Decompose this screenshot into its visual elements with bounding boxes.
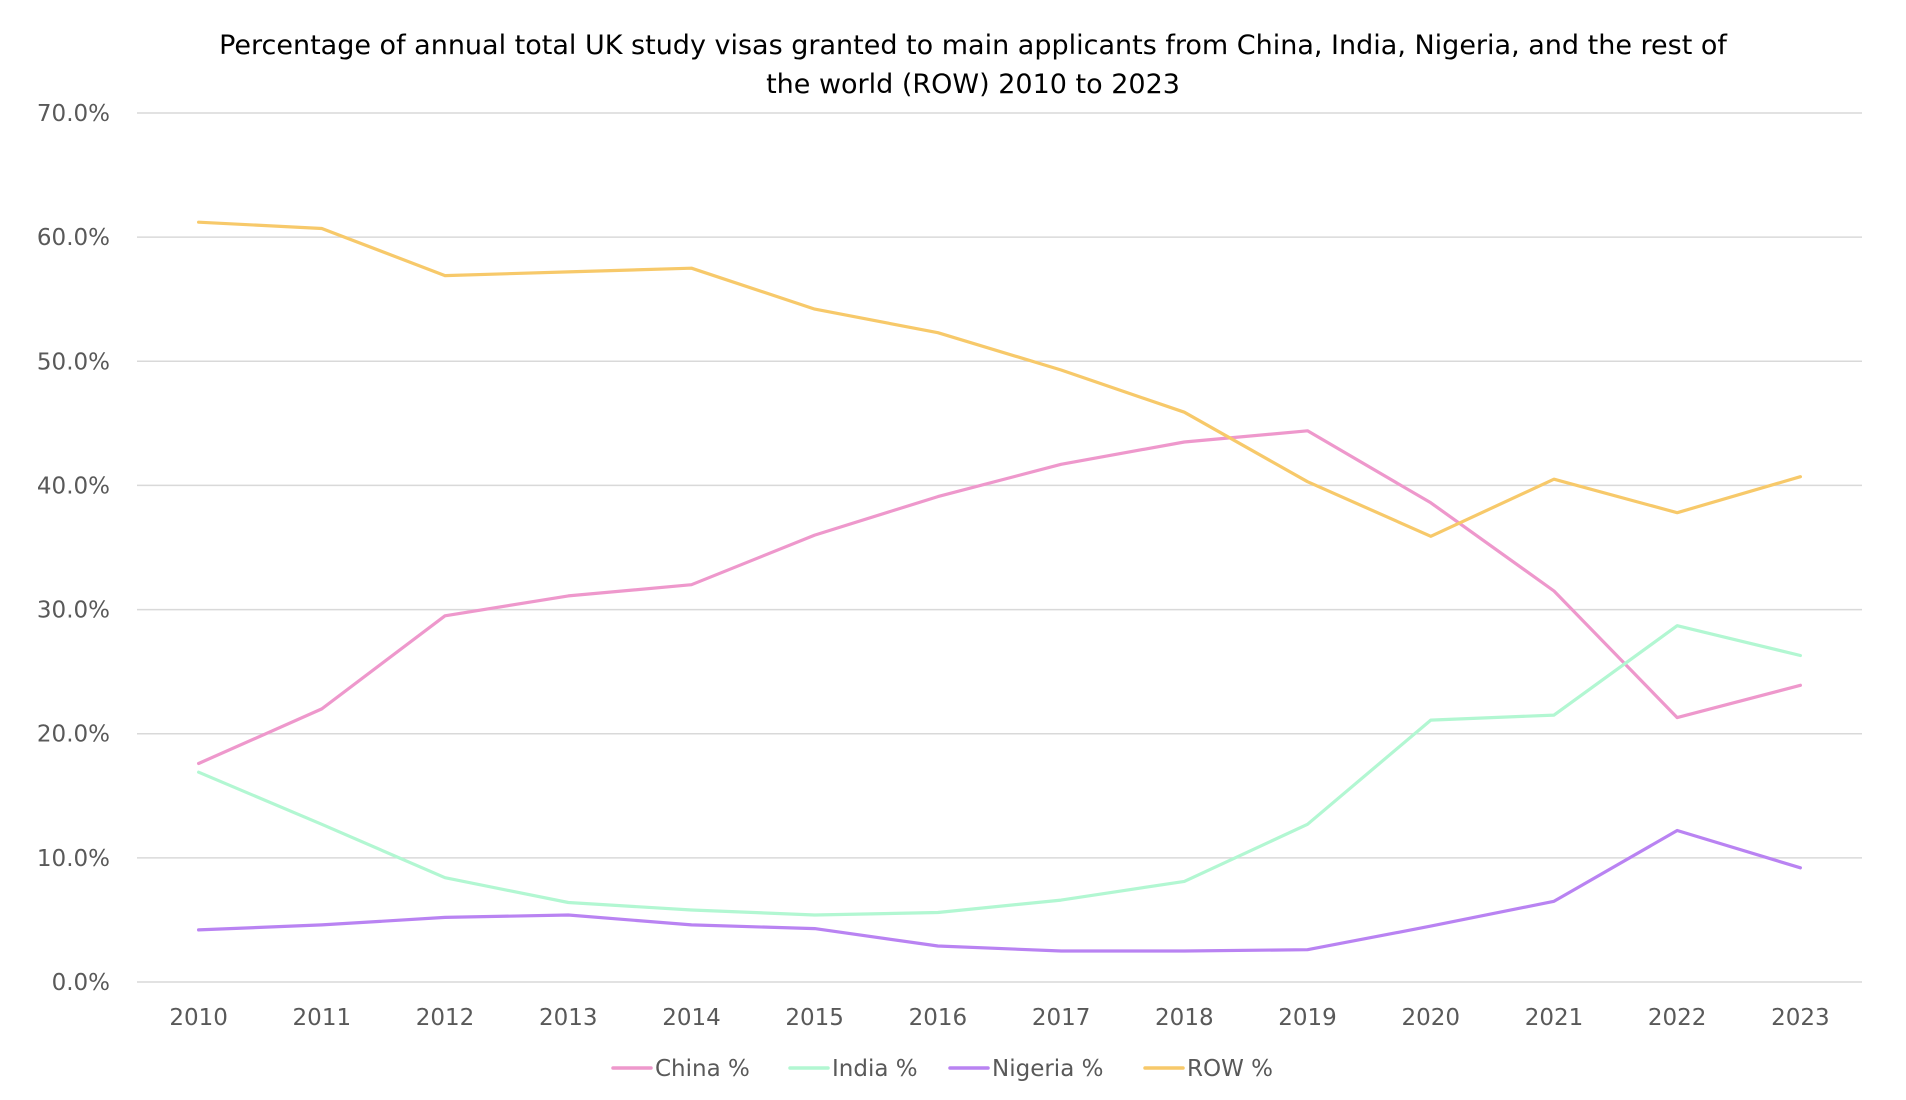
legend-label: Nigeria % [992, 1056, 1103, 1082]
legend-label: ROW % [1187, 1056, 1273, 1082]
x-tick-label: 2019 [1278, 1005, 1337, 1031]
legend-item-india: India % [788, 1056, 918, 1082]
x-tick-label: 2020 [1401, 1005, 1460, 1031]
y-tick-label: 40.0% [37, 473, 110, 499]
x-tick-label: 2014 [662, 1005, 721, 1031]
x-tick-label: 2021 [1525, 1005, 1584, 1031]
x-tick-label: 2013 [539, 1005, 598, 1031]
legend-item-nigeria: Nigeria % [948, 1056, 1103, 1082]
y-tick-label: 20.0% [37, 722, 110, 748]
legend-label: China % [655, 1056, 750, 1082]
chart-title: Percentage of annual total UK study visa… [219, 30, 1728, 100]
series-line-nigeria [197, 828, 1803, 953]
chart-title-line-1: Percentage of annual total UK study visa… [219, 30, 1728, 61]
x-tick-label: 2023 [1771, 1005, 1830, 1031]
series-line-china [197, 429, 1803, 766]
y-tick-label: 50.0% [37, 349, 110, 375]
x-tick-label: 2010 [169, 1005, 228, 1031]
x-tick-label: 2017 [1032, 1005, 1091, 1031]
y-tick-label: 30.0% [37, 598, 110, 624]
legend: China % India % Nigeria % ROW % [611, 1056, 1273, 1082]
series-line-row [197, 220, 1803, 538]
y-tick-label: 70.0% [37, 101, 110, 127]
x-tick-label: 2012 [416, 1005, 475, 1031]
x-tick-label: 2016 [909, 1005, 968, 1031]
series-lines [197, 220, 1803, 953]
series-line-india [197, 624, 1803, 917]
y-tick-label: 0.0% [52, 970, 110, 996]
x-tick-label: 2022 [1648, 1005, 1707, 1031]
legend-item-row: ROW % [1143, 1056, 1273, 1082]
gridlines [137, 112, 1862, 983]
y-axis: 0.0% 10.0% 20.0% 30.0% 40.0% 50.0% 60.0% 70.0% [37, 101, 110, 996]
x-axis: 2010 2011 2012 2013 2014 2015 2016 2017 2018 2019… [169, 1005, 1829, 1031]
chart-title-line-2: the world (ROW) 2010 to 2023 [766, 69, 1180, 100]
legend-label: India % [832, 1056, 918, 1082]
x-tick-label: 2015 [785, 1005, 844, 1031]
y-tick-label: 10.0% [37, 846, 110, 872]
y-tick-label: 60.0% [37, 225, 110, 251]
x-tick-label: 2011 [293, 1005, 352, 1031]
x-tick-label: 2018 [1155, 1005, 1214, 1031]
legend-item-china: China % [611, 1056, 750, 1082]
